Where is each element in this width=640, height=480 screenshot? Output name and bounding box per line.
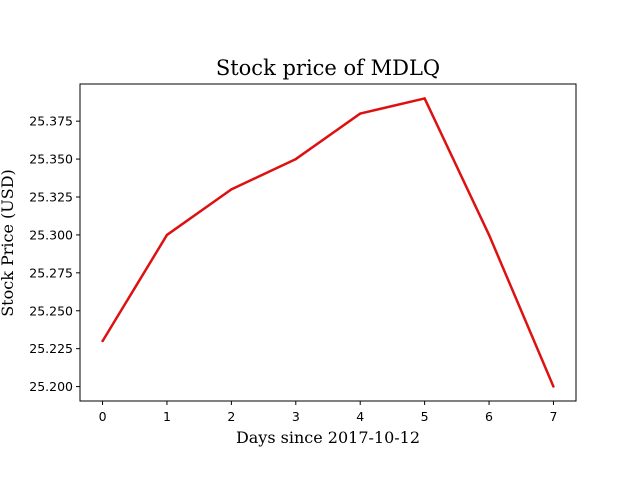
x-tick-label: 0 [99,409,107,424]
plot-area [79,83,577,402]
data-point [423,97,426,100]
y-tick-label: 25.325 [29,189,73,204]
data-point [552,385,555,388]
series-line [101,97,555,388]
y-tick-label: 25.250 [29,303,73,318]
data-point [230,188,233,191]
y-tick-label: 25.200 [29,379,73,394]
data-point [294,157,297,161]
data-point [101,339,104,343]
data-point [165,233,169,237]
axis-ticks: 0 1 2 3 4 5 6 7 25.200 25.225 25.250 25.275 25.300 25… [29,114,557,424]
x-tick-label: 1 [163,409,171,424]
chart-title: Stock price of MDLQ [216,56,440,80]
x-tick-label: 4 [356,409,364,424]
y-tick-label: 25.300 [29,227,73,242]
series-layer [101,97,555,388]
y-tick-label: 25.350 [29,152,73,167]
x-tick-label: 5 [421,409,429,424]
x-tick-label: 3 [292,409,300,424]
x-axis-label: Days since 2017-10-12 [236,428,420,447]
y-tick-label: 25.275 [29,265,73,280]
y-axis-label: Stock Price (USD) [0,169,17,317]
data-point [487,233,491,237]
x-tick-label: 6 [485,409,493,424]
data-point [359,112,362,115]
y-tick-label: 25.225 [29,341,73,356]
y-tick-label: 25.375 [29,114,73,129]
x-tick-label: 7 [549,409,557,424]
x-tick-label: 2 [227,409,235,424]
